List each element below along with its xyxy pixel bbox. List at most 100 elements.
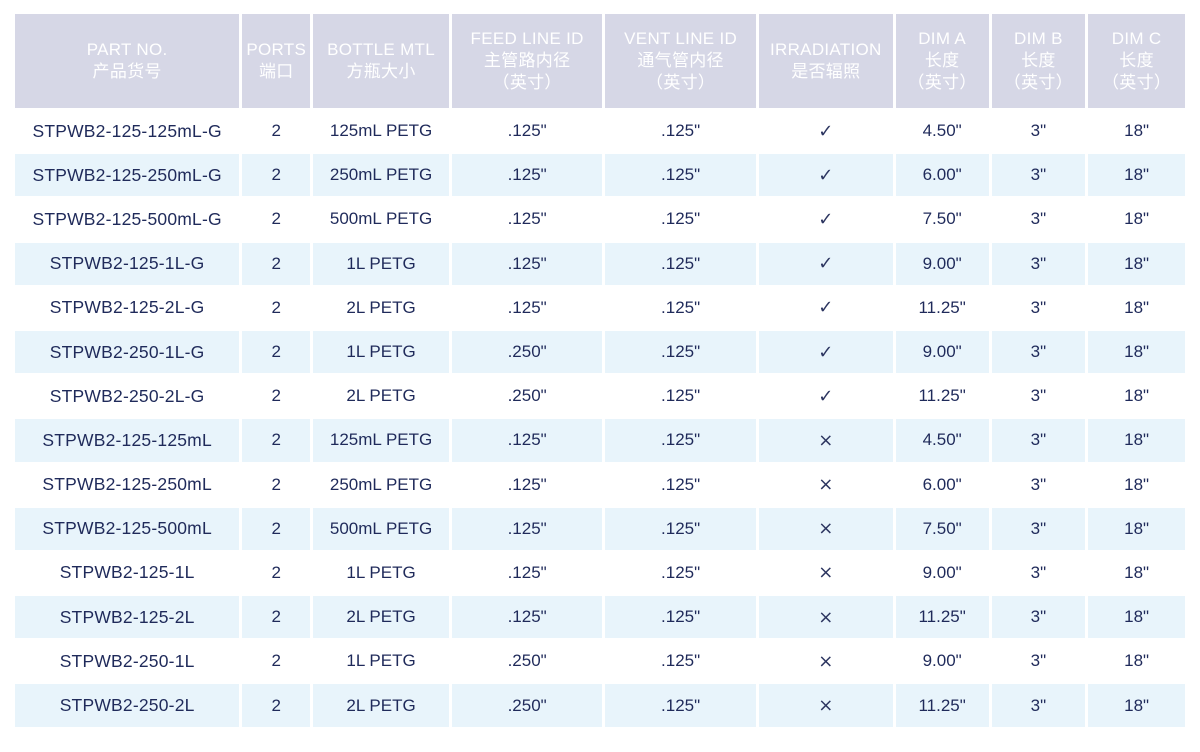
cell-ports: 2 [242,198,311,241]
cell-part-no: STPWB2-125-2L [15,596,240,639]
cell-bottle-mtl: 250mL PETG [313,463,449,506]
cell-ports: 2 [242,242,311,285]
cell-dim-a: 7.50" [895,198,989,241]
cell-bottle-mtl: 1L PETG [313,330,449,374]
cell-bottle-mtl: 1L PETG [313,242,449,285]
column-header-part-no-en: PART NO. [86,40,168,59]
table-row: STPWB2-125-250mL-G 2 250mL PETG .125" .125" ✓… [15,154,1185,197]
cell-part-no: STPWB2-125-125mL [15,419,240,462]
cell-part-no: STPWB2-125-500mL-G [15,198,240,241]
cell-dim-c: 18" [1088,198,1185,241]
column-header-dim-b: DIM B 长度 （英寸） [991,14,1086,108]
table-row: STPWB2-250-1L 2 1L PETG .250" .125" × 9.00" 3" 1… [15,640,1185,683]
cell-bottle-mtl: 2L PETG [313,596,449,639]
cell-dim-a: 11.25" [895,596,989,639]
cell-part-no: STPWB2-125-250mL-G [15,154,240,197]
cell-vent-line-id: .125" [605,596,756,639]
column-header-vent-line-id-zh: 通气管内径 [637,51,724,70]
cell-dim-c: 18" [1088,286,1185,329]
cell-feed-line-id: .125" [451,596,603,639]
cell-dim-a: 6.00" [895,154,989,197]
table-row: STPWB2-125-1L 2 1L PETG .125" .125" × 9.00" 3" 1… [15,551,1185,595]
cell-bottle-mtl: 1L PETG [313,640,449,683]
column-header-dim-c-zh: 长度 [1119,51,1154,70]
cell-vent-line-id: .125" [605,154,756,197]
column-header-dim-c-zh2: （英寸） [1102,73,1172,92]
table-row: STPWB2-250-1L-G 2 1L PETG .250" .125" ✓ 9.00" 3… [15,330,1185,374]
cell-dim-b: 3" [991,375,1086,418]
cell-dim-c: 18" [1088,110,1185,153]
column-header-feed-line-id-zh: 主管路内径 [483,51,571,70]
cell-bottle-mtl: 500mL PETG [313,198,449,241]
product-spec-table: PART NO. 产品货号 PORTS 端口 BOTTLE MTL 方瓶大小 FEED LI… [12,12,1188,729]
cell-ports: 2 [242,463,311,506]
cell-dim-b: 3" [991,463,1086,506]
table-body: STPWB2-125-125mL-G 2 125mL PETG .125" .125" ✓… [15,110,1185,727]
column-header-bottle-mtl-en: BOTTLE MTL [327,40,435,59]
cell-irradiation: × [758,640,893,683]
cell-dim-a: 4.50" [895,419,989,462]
cell-dim-b: 3" [991,419,1086,462]
cell-vent-line-id: .125" [605,198,756,241]
cell-vent-line-id: .125" [605,463,756,506]
cell-dim-c: 18" [1088,640,1185,683]
cell-vent-line-id: .125" [605,551,756,595]
cell-dim-c: 18" [1088,242,1185,285]
cell-dim-b: 3" [991,110,1086,153]
cell-dim-a: 11.25" [895,286,989,329]
cell-dim-a: 9.00" [895,242,989,285]
header-row: PART NO. 产品货号 PORTS 端口 BOTTLE MTL 方瓶大小 FEED LI… [15,14,1185,108]
column-header-vent-line-id: VENT LINE ID 通气管内径 （英寸） [605,14,756,108]
cell-part-no: STPWB2-250-1L-G [15,330,240,374]
cell-part-no: STPWB2-125-1L-G [15,242,240,285]
cell-irradiation: × [758,419,893,462]
cross-icon: × [818,562,834,584]
cell-dim-b: 3" [991,242,1086,285]
cell-dim-c: 18" [1088,596,1185,639]
cell-vent-line-id: .125" [605,375,756,418]
column-header-part-no: PART NO. 产品货号 [15,14,240,108]
column-header-dim-a-zh2: （英寸） [907,73,977,92]
cell-part-no: STPWB2-250-2L [15,684,240,727]
cell-dim-a: 11.25" [895,684,989,727]
cell-part-no: STPWB2-250-2L-G [15,375,240,418]
cell-vent-line-id: .125" [605,286,756,329]
table-row: STPWB2-125-2L-G 2 2L PETG .125" .125" ✓ 11.25"… [15,286,1185,329]
check-icon: ✓ [818,385,834,407]
table-row: STPWB2-125-500mL-G 2 500mL PETG .125" .125" ✓… [15,198,1185,241]
cell-vent-line-id: .125" [605,242,756,285]
cell-ports: 2 [242,110,311,153]
table-row: STPWB2-125-125mL-G 2 125mL PETG .125" .125" ✓… [15,110,1185,153]
cell-feed-line-id: .250" [451,684,603,727]
column-header-irradiation-en: IRRADIATION [770,40,882,59]
cell-feed-line-id: .125" [451,551,603,595]
cell-part-no: STPWB2-125-500mL [15,507,240,550]
cell-irradiation: ✓ [758,154,893,197]
cell-bottle-mtl: 250mL PETG [313,154,449,197]
table-row: STPWB2-250-2L 2 2L PETG .250" .125" × 11.25" 3"… [15,684,1185,727]
column-header-ports-zh: 端口 [258,62,294,81]
column-header-bottle-mtl: BOTTLE MTL 方瓶大小 [313,14,449,108]
cell-dim-c: 18" [1088,330,1185,374]
table-row: STPWB2-125-250mL 2 250mL PETG .125" .125" × 6.… [15,463,1185,506]
cell-ports: 2 [242,596,311,639]
cell-dim-b: 3" [991,154,1086,197]
cell-dim-a: 7.50" [895,507,989,550]
cell-bottle-mtl: 1L PETG [313,551,449,595]
cell-dim-a: 6.00" [895,463,989,506]
cell-feed-line-id: .125" [451,419,603,462]
cell-bottle-mtl: 125mL PETG [313,110,449,153]
check-icon: ✓ [818,253,834,275]
table-row: STPWB2-250-2L-G 2 2L PETG .250" .125" ✓ 11.25"… [15,375,1185,418]
cell-irradiation: × [758,551,893,595]
cell-irradiation: × [758,684,893,727]
cell-bottle-mtl: 2L PETG [313,375,449,418]
table-header: PART NO. 产品货号 PORTS 端口 BOTTLE MTL 方瓶大小 FEED LI… [15,14,1185,108]
cell-part-no: STPWB2-125-250mL [15,463,240,506]
column-header-dim-a-zh: 长度 [924,51,960,70]
cell-irradiation: ✓ [758,375,893,418]
cell-feed-line-id: .250" [451,375,603,418]
cell-part-no: STPWB2-125-2L-G [15,286,240,329]
cross-icon: × [818,474,834,496]
cell-dim-a: 9.00" [895,551,989,595]
